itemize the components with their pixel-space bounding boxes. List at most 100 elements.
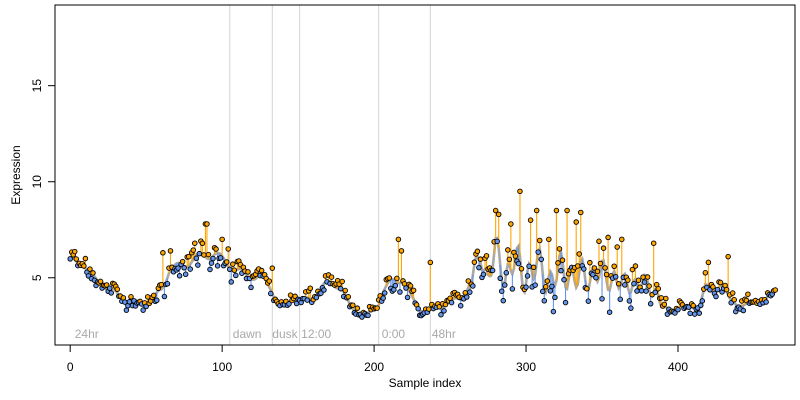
data-point (632, 263, 639, 269)
data-point (214, 263, 221, 269)
data-point (526, 263, 532, 269)
data-point (318, 290, 324, 296)
data-point (495, 211, 502, 218)
data-point (772, 287, 778, 293)
data-point (208, 260, 215, 266)
data-point (248, 284, 254, 291)
data-point (533, 207, 540, 214)
data-point (605, 234, 611, 241)
phase-labels: 24hr dawn dusk 12:00 0:00 48hr (75, 327, 456, 341)
data-point (622, 282, 628, 288)
data-point (398, 248, 405, 254)
data-point (564, 207, 570, 214)
data-point (603, 271, 610, 278)
data-point (128, 294, 134, 300)
data-point (576, 251, 582, 257)
data-point (480, 271, 487, 278)
data-point (307, 285, 314, 292)
data-point (663, 295, 669, 302)
data-point (492, 207, 499, 214)
data-point (158, 281, 165, 288)
data-point (593, 274, 599, 281)
data-point (587, 259, 593, 266)
data-point (640, 274, 646, 280)
data-point (223, 259, 230, 265)
data-point (691, 311, 698, 317)
data-point (354, 305, 361, 311)
data-point (233, 272, 239, 279)
data-point (652, 289, 658, 296)
data-point (374, 305, 380, 311)
data-point (258, 267, 265, 274)
data-point (108, 290, 114, 296)
data-point (546, 236, 552, 243)
data-point (641, 279, 648, 285)
data-point (213, 246, 219, 252)
data-point (552, 294, 558, 301)
data-point (702, 270, 709, 276)
data-point (523, 284, 529, 290)
data-point (210, 255, 216, 262)
data-point (729, 290, 736, 296)
data-point (438, 311, 444, 318)
data-point (731, 297, 737, 303)
data-point (675, 306, 681, 313)
data-point (559, 257, 566, 263)
data-point (690, 302, 696, 309)
data-point (498, 288, 505, 294)
data-point (160, 250, 166, 256)
data-point (395, 236, 402, 243)
data-point (541, 298, 548, 304)
data-point (448, 299, 455, 306)
data-point (207, 266, 213, 273)
data-point (82, 255, 89, 262)
data-point (151, 292, 157, 299)
data-point (415, 305, 421, 312)
data-point (103, 282, 110, 288)
data-point (187, 266, 193, 272)
data-point (269, 265, 276, 271)
data-point (164, 281, 171, 287)
data-point (543, 284, 549, 290)
data-point (500, 297, 507, 304)
data-point (577, 209, 584, 216)
y-axis: 5 10 15 (30, 79, 56, 281)
data-point (219, 236, 225, 243)
data-point (698, 302, 704, 309)
data-point (337, 285, 344, 292)
data-point (144, 294, 151, 300)
data-point (90, 270, 96, 276)
data-point (655, 285, 661, 292)
y-axis-title: Expression (9, 145, 23, 204)
data-point (350, 302, 356, 308)
data-point (161, 293, 168, 300)
data-point (725, 253, 731, 260)
data-point (123, 307, 130, 313)
data-point (217, 255, 224, 261)
data-point (696, 310, 703, 316)
data-point (553, 207, 560, 214)
data-point (619, 236, 625, 243)
x-tick-label: 300 (516, 360, 536, 374)
data-point (225, 246, 231, 252)
data-point (658, 295, 665, 301)
data-point (661, 301, 668, 308)
data-point (467, 289, 473, 295)
data-point (106, 285, 113, 292)
data-point (231, 267, 238, 273)
data-point (502, 282, 508, 288)
data-point (625, 277, 631, 283)
data-point (509, 286, 516, 292)
data-points (67, 188, 778, 320)
data-point (342, 287, 348, 294)
y-tick-label: 15 (30, 79, 44, 93)
data-point (549, 283, 555, 290)
data-point (471, 259, 478, 265)
data-point (638, 288, 645, 294)
data-point (614, 244, 620, 250)
data-point (339, 278, 345, 285)
data-point (723, 286, 730, 293)
data-point (404, 294, 411, 301)
x-tick-label: 100 (212, 360, 232, 374)
data-point (714, 286, 721, 293)
